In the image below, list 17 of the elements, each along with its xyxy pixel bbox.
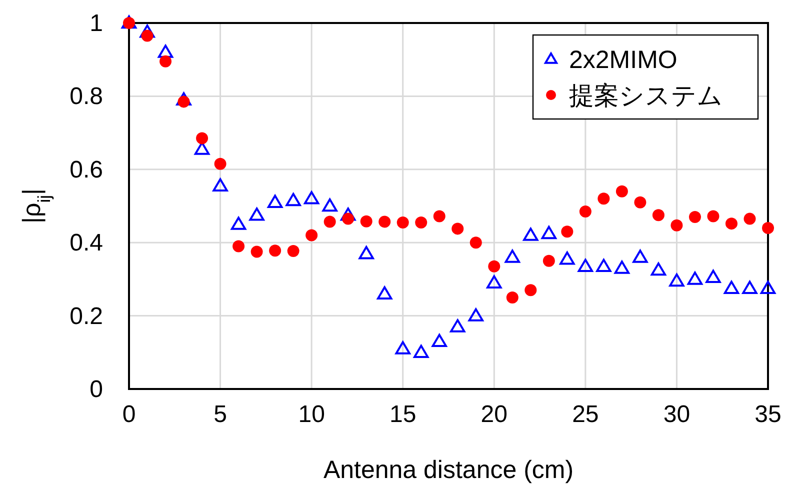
x-tick-label: 20 [480,401,508,428]
x-tick-label: 0 [122,401,136,428]
x-tick-label: 10 [298,401,325,428]
x-tick-label: 35 [754,401,782,428]
legend-label: 2x2MIMO [569,46,678,74]
x-axis-title: Antenna distance (cm) [323,456,574,484]
y-tick-label: 0.6 [70,156,103,184]
y-tick-label: 0.8 [70,83,103,110]
x-tick-label: 30 [663,401,690,428]
legend-label: 提案システム [569,82,723,110]
y-tick-label: 0.2 [70,302,103,330]
x-tick-label: 5 [214,401,227,428]
x-tick-label: 15 [390,401,416,428]
y-tick-label: 0.4 [70,230,103,257]
y-tick-label: 1 [90,10,103,37]
y-tick-label: 0 [90,376,103,403]
x-tick-label: 25 [572,401,599,428]
